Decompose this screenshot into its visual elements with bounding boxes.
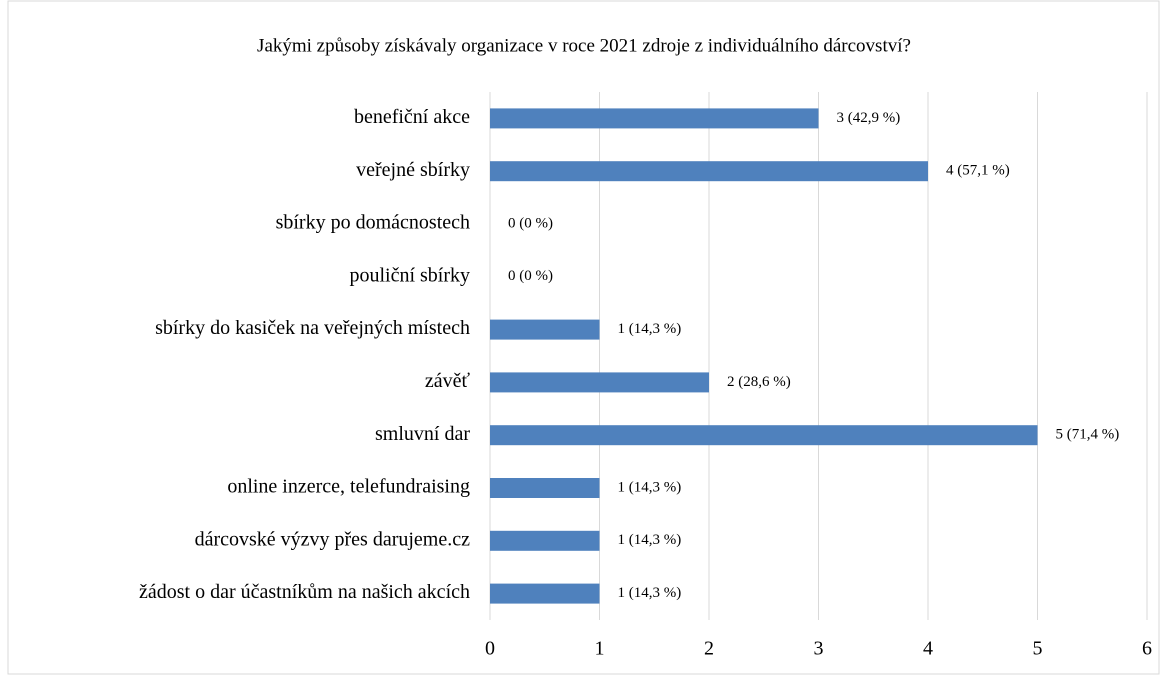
bar <box>490 319 600 340</box>
y-tick-label: žádost o dar účastníkům na našich akcích <box>139 581 470 603</box>
bar <box>490 108 819 129</box>
x-tick-label: 0 <box>485 638 495 660</box>
data-label: 0 (0 %) <box>508 268 553 284</box>
data-label: 1 (14,3 %) <box>618 585 682 601</box>
data-label: 2 (28,6 %) <box>727 374 791 390</box>
data-label: 5 (71,4 %) <box>1056 427 1120 443</box>
data-label: 1 (14,3 %) <box>618 321 682 337</box>
bar <box>490 372 709 393</box>
bar <box>490 478 600 498</box>
y-tick-label: sbírky po domácnostech <box>276 212 470 234</box>
y-tick-label: online inzerce, telefundraising <box>227 476 470 498</box>
data-label: 4 (57,1 %) <box>946 163 1010 179</box>
bar <box>490 161 928 182</box>
data-label: 1 (14,3 %) <box>618 532 682 548</box>
x-tick-label: 3 <box>814 638 824 660</box>
bar <box>490 583 600 604</box>
y-tick-label: benefiční akce <box>354 106 470 128</box>
x-tick-label: 1 <box>595 638 605 660</box>
y-tick-label: pouliční sbírky <box>349 264 470 286</box>
x-tick-label: 6 <box>1142 638 1152 660</box>
y-tick-label: smluvní dar <box>375 423 470 445</box>
bar <box>490 425 1038 446</box>
data-label: 0 (0 %) <box>508 215 553 231</box>
y-tick-label: veřejné sbírky <box>356 159 470 181</box>
x-tick-label: 5 <box>1033 638 1043 660</box>
data-label: 3 (42,9 %) <box>837 110 901 126</box>
y-tick-label: dárcovské výzvy přes darujeme.cz <box>195 528 471 550</box>
chart-border <box>7 0 1160 675</box>
y-tick-label: sbírky do kasiček na veřejných místech <box>155 317 470 339</box>
bar <box>490 530 600 551</box>
data-label: 1 (14,3 %) <box>618 479 682 495</box>
x-tick-label: 2 <box>704 638 714 660</box>
chart-title: Jakými způsoby získávaly organizace v ro… <box>257 35 911 56</box>
y-tick-label: závěť <box>425 370 471 392</box>
x-tick-label: 4 <box>923 638 933 660</box>
